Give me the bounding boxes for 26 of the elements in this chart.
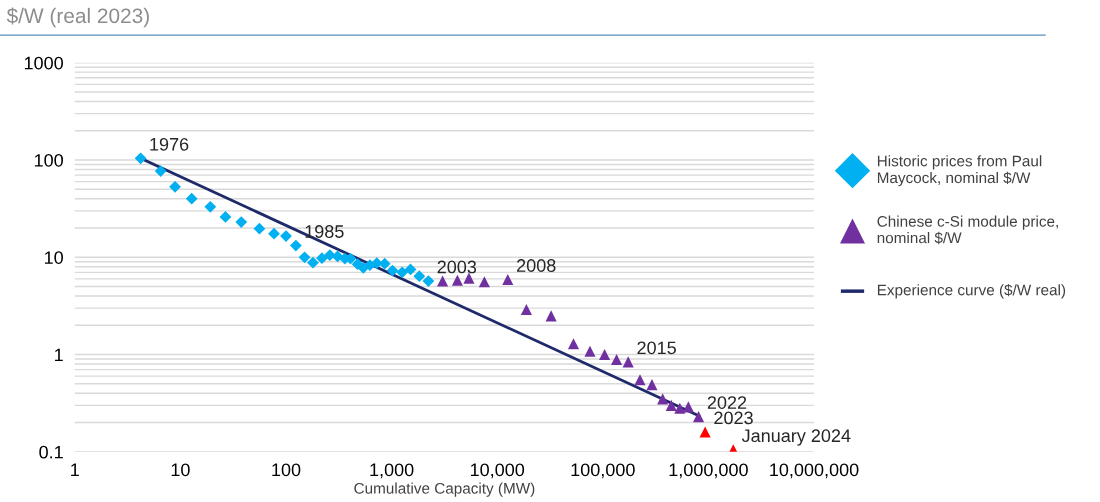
annotation: 2008 (517, 259, 556, 272)
annotation: 2003 (437, 260, 477, 274)
x-tick-label: 1 (71, 463, 79, 476)
y-tick-label: 1 (55, 348, 63, 362)
y-tick-label: 100 (34, 153, 63, 167)
chart-title: $/W (real 2023) (6, 7, 149, 28)
legend-label: Chinese c-Si module price, nominal $/W (877, 215, 1058, 245)
x-tick-label: 1,000 (370, 463, 414, 479)
annotation: January 2024 (741, 429, 851, 446)
x-tick-label: 10 (171, 463, 190, 477)
y-tick-label: 10 (44, 251, 63, 264)
annotation: 2023 (714, 411, 753, 425)
annotation: 2022 (707, 396, 747, 409)
x-axis-title: Cumulative Capacity (MW) (354, 482, 535, 497)
x-tick-label: 100,000 (571, 463, 635, 479)
x-tick-label: 10,000 (470, 463, 525, 479)
y-tick-label: 1000 (24, 56, 63, 70)
annotation: 1985 (305, 225, 344, 238)
annotation: 1976 (150, 137, 189, 151)
x-tick-label: 100 (272, 463, 301, 477)
y-tick-label: 0.1 (39, 445, 63, 459)
x-tick-label: 1,000,000 (669, 463, 748, 479)
x-tick-label: 10,000,000 (770, 463, 859, 479)
legend-label: Historic prices from Paul Maycock, nominal $/W (877, 155, 1042, 187)
annotation: 2015 (637, 341, 676, 355)
legend-label: Experience curve ($/W real) (877, 283, 1066, 299)
